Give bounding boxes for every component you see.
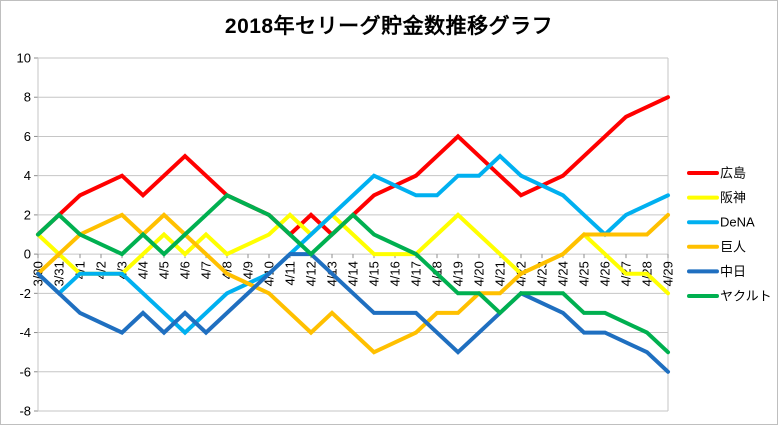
legend-label-hiroshima: 広島 — [720, 166, 746, 181]
x-tick-label: 4/26 — [598, 261, 613, 286]
series-line-kyojin — [36, 212, 670, 355]
x-tick-label: 4/6 — [178, 261, 193, 279]
x-tick-label: 3/31 — [52, 261, 67, 286]
x-tick-label: 4/2 — [94, 261, 109, 279]
y-tick-label: 4 — [24, 168, 31, 183]
chart-title: 2018年セリーグ貯金数推移グラフ — [224, 15, 554, 38]
x-tick-label: 4/7 — [199, 261, 214, 279]
x-tick-label: 4/16 — [388, 261, 403, 286]
x-tick-label: 4/14 — [346, 261, 361, 286]
y-tick-label: -8 — [19, 404, 31, 419]
y-tick-label: 6 — [24, 129, 31, 144]
x-tick-label: 4/4 — [136, 261, 151, 279]
x-tick-label: 4/25 — [577, 261, 592, 286]
y-tick-label: -2 — [19, 286, 31, 301]
y-tick-label: 0 — [24, 247, 31, 262]
y-tick-label: 2 — [24, 207, 31, 222]
x-tick-label: 4/24 — [556, 261, 571, 286]
x-tick-label: 4/20 — [472, 261, 487, 286]
legend-label-chunichi: 中日 — [720, 264, 746, 279]
x-tick-label: 4/5 — [157, 261, 172, 279]
x-tick-label: 4/17 — [409, 261, 424, 286]
series-line-dena — [36, 153, 670, 336]
legend-label-yakult: ヤクルト — [720, 289, 772, 304]
x-tick-label: 4/12 — [304, 261, 319, 286]
y-tick-label: -4 — [19, 325, 31, 340]
legend-label-kyojin: 巨人 — [720, 239, 746, 254]
y-tick-label: -6 — [19, 364, 31, 379]
x-tick-label: 4/29 — [661, 261, 676, 286]
y-tick-label: 10 — [17, 51, 31, 66]
x-tick-label: 4/19 — [451, 261, 466, 286]
x-tick-label: 4/11 — [283, 261, 298, 285]
series-line-yakult — [36, 192, 670, 355]
legend-label-hanshin: 阪神 — [720, 190, 746, 205]
legend-label-dena: DeNA — [720, 215, 755, 230]
x-tick-label: 4/21 — [493, 261, 508, 286]
x-tick-label: 4/15 — [367, 261, 382, 286]
y-tick-label: 8 — [24, 90, 31, 105]
x-tick-label: 4/9 — [241, 261, 256, 279]
series-line-chunichi — [36, 252, 670, 374]
